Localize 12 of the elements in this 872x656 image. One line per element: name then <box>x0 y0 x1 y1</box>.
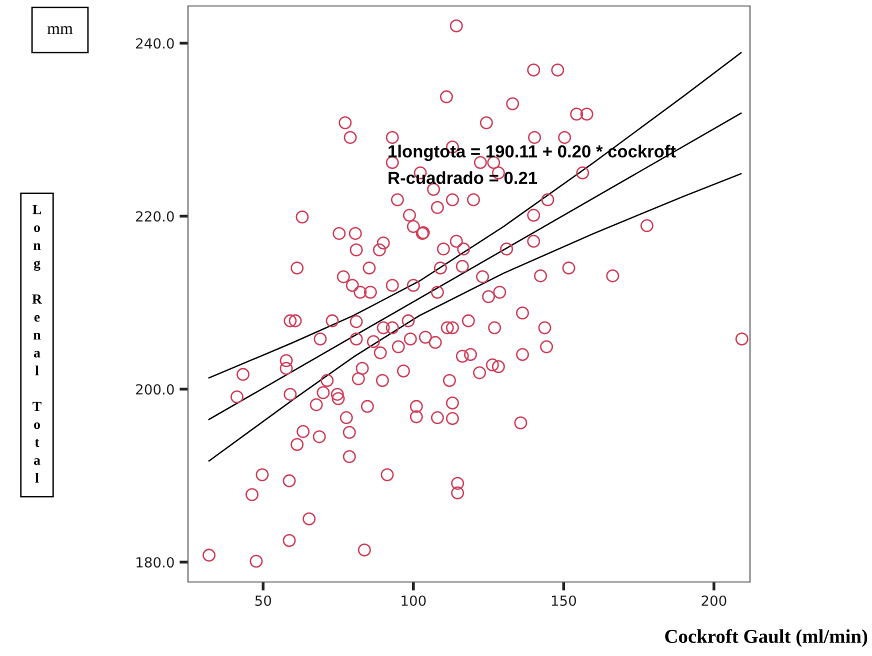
x-axis-title: Cockroft Gault (ml/min) <box>665 629 868 647</box>
text: Long Renal Total <box>32 204 42 483</box>
annotation: R-cuadrado = 0.21 <box>388 171 538 184</box>
x-tick-label: 100 <box>402 595 426 606</box>
y-tick-label: 200.0 <box>136 384 174 395</box>
y-tick-label: 220.0 <box>136 211 174 222</box>
y-tick-label: 240.0 <box>136 38 174 49</box>
y-tick-label: 180.0 <box>136 557 174 568</box>
x-tick-label: 50 <box>255 595 272 606</box>
text: mm <box>47 26 73 34</box>
x-tick-label: 150 <box>552 595 576 606</box>
x-tick-label: 200 <box>702 595 726 606</box>
